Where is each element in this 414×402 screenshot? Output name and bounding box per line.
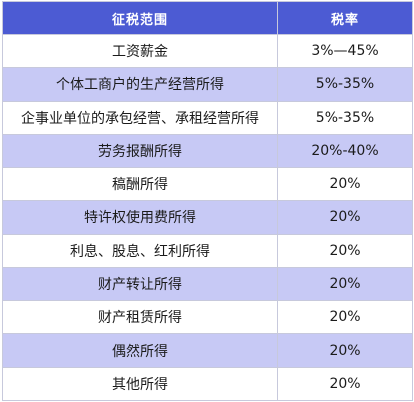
cell-rate: 20% (277, 300, 413, 335)
cell-scope: 财产转让所得 (2, 266, 278, 302)
table-row: 利息、股息、红利所得 20% (2, 233, 413, 268)
cell-rate: 20% (277, 266, 413, 302)
cell-scope: 工资薪金 (2, 33, 278, 69)
table-body: 工资薪金 3%—45% 个体工商户的生产经营所得 5%-35% 企事业单位的承包… (2, 33, 413, 402)
cell-rate: 20% (277, 167, 413, 202)
cell-scope: 稿酬所得 (2, 167, 278, 202)
cell-scope: 财产租赁所得 (2, 300, 278, 335)
table-row: 企事业单位的承包经营、承租经营所得 5%-35% (2, 100, 413, 135)
cell-scope: 特许权使用费所得 (2, 200, 278, 235)
table-row: 其他所得 20% (2, 366, 413, 402)
header-scope: 征税范围 (2, 1, 278, 35)
cell-rate: 5%-35% (277, 67, 413, 102)
cell-scope: 利息、股息、红利所得 (2, 233, 278, 268)
table-header: 征税范围 税率 (2, 1, 413, 35)
cell-scope: 偶然所得 (2, 333, 278, 368)
header-row: 征税范围 税率 (2, 1, 413, 35)
cell-rate: 20% (277, 333, 413, 368)
table-row: 财产租赁所得 20% (2, 300, 413, 335)
cell-scope: 企事业单位的承包经营、承租经营所得 (2, 100, 278, 135)
header-rate: 税率 (277, 1, 413, 35)
table-row: 劳务报酬所得 20%-40% (2, 133, 413, 169)
table-row: 稿酬所得 20% (2, 167, 413, 202)
cell-rate: 5%-35% (277, 100, 413, 135)
table-row: 工资薪金 3%—45% (2, 33, 413, 69)
cell-rate: 20% (277, 200, 413, 235)
cell-scope: 其他所得 (2, 366, 278, 402)
cell-scope: 劳务报酬所得 (2, 133, 278, 169)
cell-rate: 20% (277, 366, 413, 402)
cell-scope: 个体工商户的生产经营所得 (2, 67, 278, 102)
table-row: 财产转让所得 20% (2, 266, 413, 302)
table-row: 个体工商户的生产经营所得 5%-35% (2, 67, 413, 102)
cell-rate: 20%-40% (277, 133, 413, 169)
table-row: 特许权使用费所得 20% (2, 200, 413, 235)
cell-rate: 3%—45% (277, 33, 413, 69)
table-row: 偶然所得 20% (2, 333, 413, 368)
cell-rate: 20% (277, 233, 413, 268)
